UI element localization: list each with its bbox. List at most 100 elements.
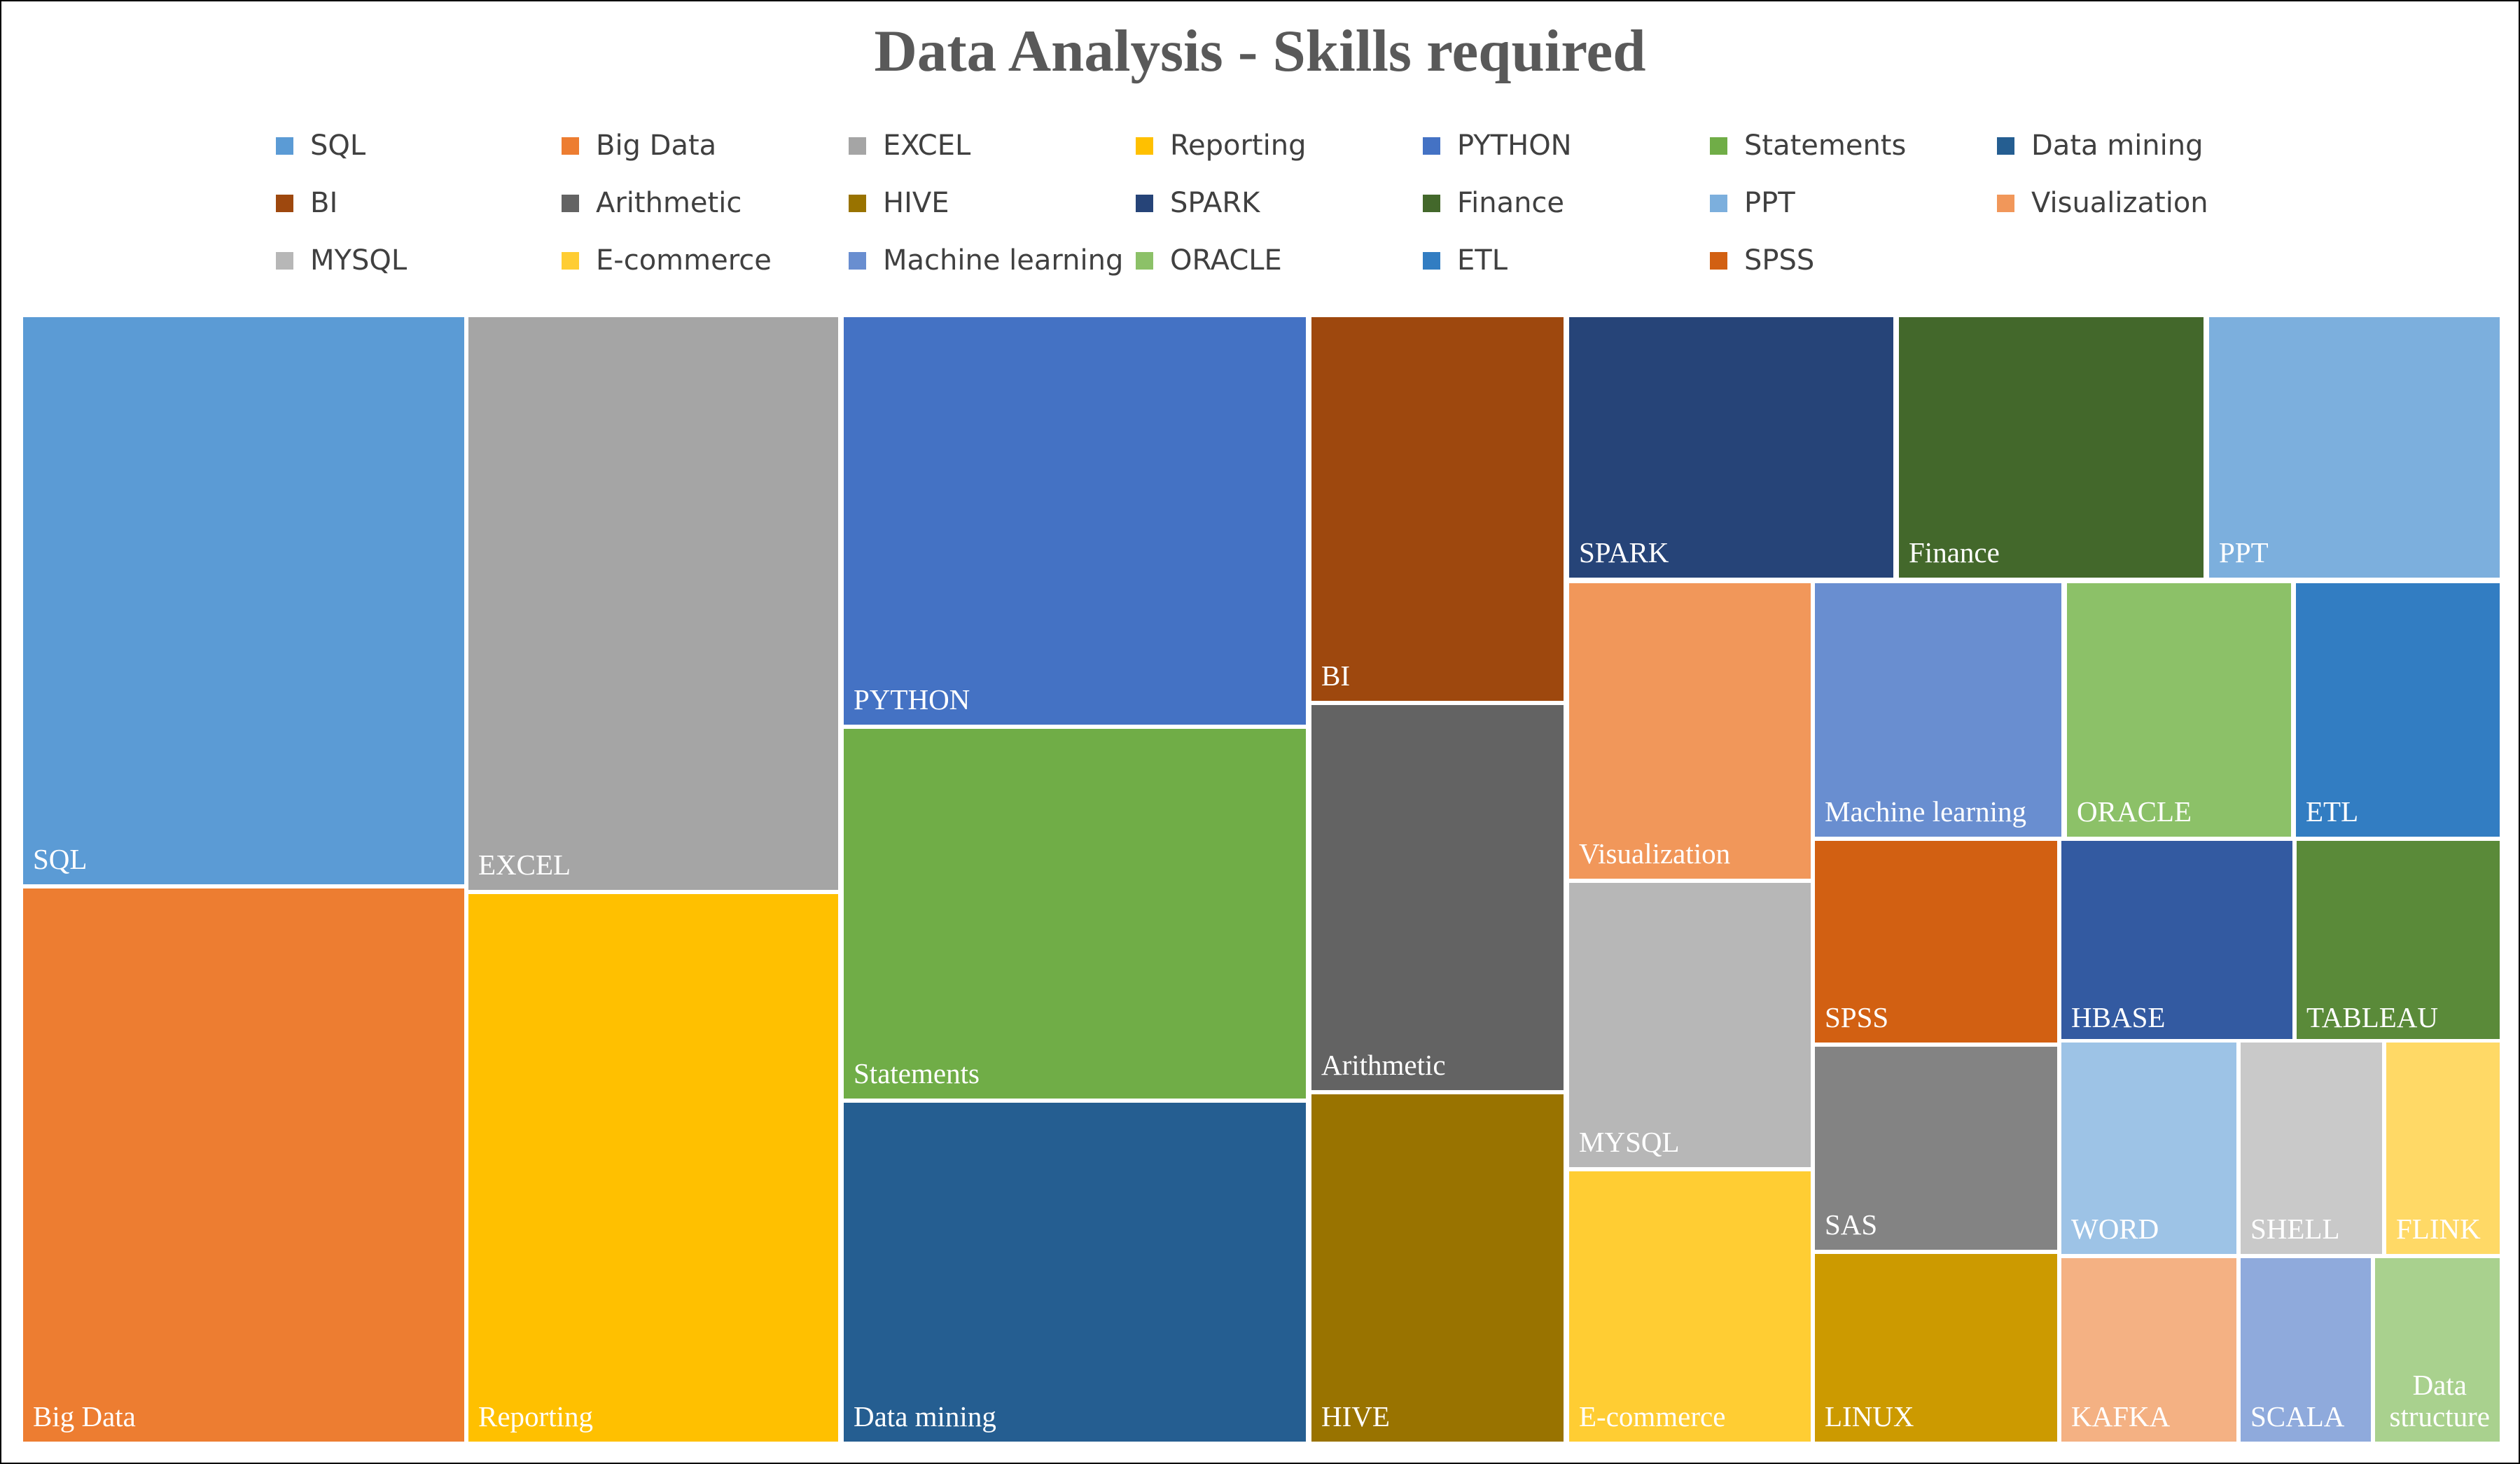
- treemap-tile-label: FLINK: [2396, 1212, 2481, 1245]
- treemap-tile-sas: SAS: [1811, 1043, 2061, 1253]
- legend-swatch: [1423, 137, 1440, 155]
- treemap-tile-label: Reporting: [478, 1400, 593, 1432]
- treemap-tile-label: SPARK: [1579, 536, 1669, 569]
- treemap-tile-spss: SPSS: [1811, 837, 2061, 1046]
- legend-swatch: [562, 137, 579, 155]
- treemap-tile-label: KAFKA: [2071, 1400, 2171, 1432]
- legend-label: ETL: [1457, 244, 1508, 277]
- treemap-tile-reporting: Reporting: [465, 891, 842, 1445]
- treemap-tile-label: SPSS: [1825, 1001, 1889, 1033]
- treemap-tile-label: SCALA: [2250, 1400, 2345, 1432]
- legend-label: Finance: [1457, 187, 1565, 219]
- treemap-tile-label: SAS: [1825, 1208, 1878, 1241]
- treemap-tile-bi: BI: [1308, 314, 1567, 704]
- treemap-tile-label: Data mining: [854, 1400, 996, 1432]
- treemap-tile-machine-learning: Machine learning: [1811, 580, 2065, 840]
- treemap-tile-label: PYTHON: [854, 683, 970, 716]
- treemap-tile-label: Finance: [1909, 536, 2000, 569]
- treemap-tile-label: HBASE: [2071, 1001, 2166, 1033]
- treemap-tile-linux: LINUX: [1811, 1250, 2061, 1445]
- legend-label: Big Data: [596, 130, 717, 162]
- treemap-tile-sql: SQL: [20, 314, 468, 888]
- legend-swatch: [276, 194, 293, 212]
- treemap-tile-data-structure: Data structure: [2372, 1255, 2503, 1445]
- treemap-tile-label: Data structure: [2389, 1369, 2490, 1432]
- legend-swatch: [562, 194, 579, 212]
- legend-label: SPSS: [1744, 244, 1815, 277]
- treemap-tile-word: WORD: [2058, 1039, 2240, 1257]
- legend-item-data-mining: Data mining: [1997, 125, 2204, 167]
- treemap-tile-label: EXCEL: [478, 848, 571, 881]
- legend-swatch: [276, 251, 293, 270]
- treemap-tile-e-commerce: E-commerce: [1566, 1168, 1814, 1445]
- legend-item-statements: Statements: [1710, 125, 1906, 167]
- legend-item-python: PYTHON: [1423, 125, 1572, 167]
- treemap-tile-label: Arithmetic: [1321, 1048, 1446, 1081]
- treemap-tile-python: PYTHON: [840, 314, 1309, 728]
- legend-label: ORACLE: [1170, 244, 1282, 277]
- legend-item-arithmetic: Arithmetic: [562, 182, 742, 224]
- treemap-tile-oracle: ORACLE: [2063, 580, 2295, 840]
- treemap-tile-label: E-commerce: [1579, 1400, 1726, 1432]
- legend-label: SQL: [310, 130, 366, 162]
- treemap-tile-finance: Finance: [1895, 314, 2207, 581]
- treemap-tile-label: ETL: [2306, 795, 2359, 828]
- legend-swatch: [849, 251, 866, 270]
- legend-item-oracle: ORACLE: [1136, 239, 1282, 281]
- treemap-tile-label: Machine learning: [1825, 795, 2027, 828]
- treemap-tile-shell: SHELL: [2237, 1039, 2386, 1257]
- legend-label: Machine learning: [883, 244, 1124, 277]
- legend-item-ppt: PPT: [1710, 182, 1795, 224]
- treemap-tile-statements: Statements: [840, 725, 1309, 1102]
- legend-item-hive: HIVE: [849, 182, 949, 224]
- treemap-tile-label: WORD: [2071, 1212, 2159, 1245]
- legend-label: Reporting: [1170, 130, 1307, 162]
- legend-item-etl: ETL: [1423, 239, 1508, 281]
- legend-swatch: [1997, 137, 2014, 155]
- treemap-tile-kafka: KAFKA: [2058, 1255, 2240, 1445]
- treemap-tile-label: HIVE: [1321, 1400, 1390, 1432]
- treemap-tile-flink: FLINK: [2383, 1039, 2503, 1257]
- legend-item-spark: SPARK: [1136, 182, 1260, 224]
- legend-label: HIVE: [883, 187, 949, 219]
- chart-title: Data Analysis - Skills required: [874, 18, 1646, 84]
- legend-item-big-data: Big Data: [562, 125, 716, 167]
- legend-label: Arithmetic: [596, 187, 742, 219]
- legend-swatch: [1710, 194, 1727, 212]
- treemap-tile-label: MYSQL: [1579, 1125, 1680, 1158]
- legend-label: E-commerce: [596, 244, 772, 277]
- legend-item-excel: EXCEL: [849, 125, 970, 167]
- treemap-tile-label: LINUX: [1825, 1400, 1914, 1432]
- treemap-tile-label: SQL: [33, 842, 88, 875]
- legend-swatch: [1710, 251, 1727, 270]
- legend-label: PPT: [1744, 187, 1795, 219]
- legend-label: MYSQL: [310, 244, 408, 277]
- legend-item-spss: SPSS: [1710, 239, 1814, 281]
- legend-item-visualization: Visualization: [1997, 182, 2208, 224]
- legend-label: PYTHON: [1457, 130, 1572, 162]
- legend-swatch: [1997, 194, 2014, 212]
- legend-swatch: [1423, 194, 1440, 212]
- legend-label: Visualization: [2031, 187, 2208, 219]
- legend-item-finance: Finance: [1423, 182, 1564, 224]
- legend-label: Data mining: [2031, 130, 2204, 162]
- treemap-tile-visualization: Visualization: [1566, 580, 1814, 882]
- legend-item-sql: SQL: [276, 125, 366, 167]
- treemap-tile-mysql: MYSQL: [1566, 879, 1814, 1171]
- treemap-tile-label: PPT: [2219, 536, 2269, 569]
- treemap-tile-label: Big Data: [33, 1400, 136, 1432]
- treemap-tile-label: ORACLE: [2077, 795, 2192, 828]
- legend-swatch: [849, 194, 866, 212]
- legend-item-reporting: Reporting: [1136, 125, 1306, 167]
- treemap-tile-label: BI: [1321, 659, 1350, 692]
- treemap-tile-hbase: HBASE: [2058, 837, 2296, 1046]
- treemap-tile-ppt: PPT: [2206, 314, 2503, 581]
- treemap-tile-spark: SPARK: [1566, 314, 1897, 581]
- legend-swatch: [1136, 137, 1153, 155]
- treemap-tile-tableau: TABLEAU: [2293, 837, 2503, 1046]
- treemap-tile-excel: EXCEL: [465, 314, 842, 893]
- legend-swatch: [276, 137, 293, 155]
- legend-swatch: [1710, 137, 1727, 155]
- treemap-tile-label: Statements: [854, 1057, 980, 1089]
